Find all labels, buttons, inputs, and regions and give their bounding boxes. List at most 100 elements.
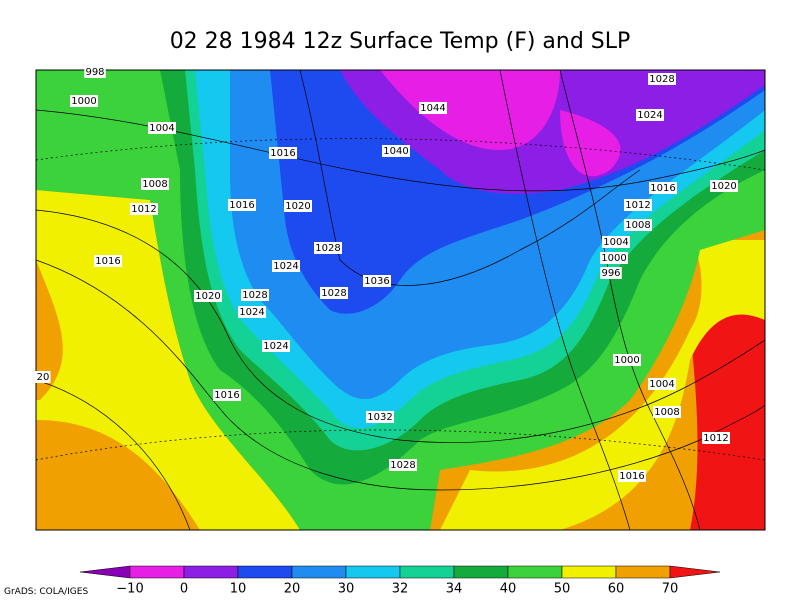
latitude-line xyxy=(36,138,765,171)
isobar xyxy=(36,209,765,443)
isobar xyxy=(36,259,765,491)
colorbar-swatch xyxy=(615,565,671,579)
isobar-label-box xyxy=(70,95,98,107)
isobar-label: 996 xyxy=(601,268,620,279)
isobar-label: 1020 xyxy=(195,291,220,302)
isobar-label: 1012 xyxy=(625,200,650,211)
isobar-label: 1016 xyxy=(229,200,254,211)
isobar-label-box xyxy=(320,287,348,299)
colorbar-label: 60 xyxy=(608,582,625,597)
isobar-label: 1000 xyxy=(601,253,626,264)
magenta-region xyxy=(380,70,560,150)
isobar-label-box xyxy=(710,180,738,192)
colorbar-label: 30 xyxy=(338,582,355,597)
isobar-label: 1004 xyxy=(649,379,674,390)
colorbar-swatch xyxy=(669,565,721,579)
isobar-label: 1028 xyxy=(649,74,674,85)
isobar-label-box xyxy=(241,289,269,301)
isobar-label: 1004 xyxy=(149,123,174,134)
isobar-label: 1036 xyxy=(364,276,389,287)
colorbar-swatch xyxy=(183,565,239,579)
isobar-label: 1032 xyxy=(367,412,392,423)
isobar xyxy=(499,70,631,530)
isobar-label: 1016 xyxy=(619,471,644,482)
isobar-label: 1000 xyxy=(71,96,96,107)
isobar-label-box xyxy=(194,290,222,302)
isobar-label-box xyxy=(94,255,122,267)
isobar-label: 1000 xyxy=(614,355,639,366)
colorbar-swatch xyxy=(129,565,185,579)
map xyxy=(36,70,765,530)
isobar-label-box xyxy=(35,371,51,383)
isobar-label-box xyxy=(624,199,652,211)
colorbar-label: 0 xyxy=(180,582,188,597)
isobar-label: 1016 xyxy=(270,148,295,159)
isobar-label: 1024 xyxy=(273,261,298,272)
title: 02 28 1984 12z Surface Temp (F) and SLP xyxy=(170,29,631,54)
colorbar-swatch xyxy=(345,565,401,579)
isobar-label-box xyxy=(238,306,266,318)
colorbar-swatch xyxy=(453,565,509,579)
colorbar: −10 0 10 20 30 32 34 40 50 60 70 xyxy=(79,565,721,597)
latitude-line xyxy=(36,429,765,461)
isobar-label-box xyxy=(602,236,630,248)
isobar-label: 998 xyxy=(85,67,104,78)
isobar-label-box xyxy=(366,411,394,423)
isobar-label-box xyxy=(262,340,290,352)
isobar-label-box xyxy=(648,73,676,85)
isobar-label: 1004 xyxy=(603,237,628,248)
isobar-label: 1020 xyxy=(285,201,310,212)
orange-west xyxy=(36,260,63,400)
isobar-label-box xyxy=(272,260,300,272)
isobar-label-box xyxy=(314,242,342,254)
isobar-label-box xyxy=(228,199,256,211)
colorbar-swatch xyxy=(507,565,563,579)
isobar-label: 1028 xyxy=(242,290,267,301)
isobar-label-box xyxy=(148,122,176,134)
isobar-label: 1024 xyxy=(239,307,264,318)
colorbar-swatch xyxy=(399,565,455,579)
isobar xyxy=(36,379,191,530)
colorbar-label: 32 xyxy=(392,582,409,597)
isobar-label-box xyxy=(363,275,391,287)
isobar-label: 1016 xyxy=(650,183,675,194)
isobar-label: 1008 xyxy=(625,220,650,231)
colorbar-swatch xyxy=(237,565,293,579)
colorbar-label: 40 xyxy=(500,582,517,597)
isobar-label-box xyxy=(648,378,676,390)
isobar-label: 1028 xyxy=(390,460,415,471)
isobar-label: 1028 xyxy=(321,288,346,299)
isobar-label-box xyxy=(613,354,641,366)
isobar-label: 1016 xyxy=(95,256,120,267)
isobar-label: 20 xyxy=(37,372,50,383)
isobar-label-box xyxy=(419,102,447,114)
magenta-region xyxy=(560,110,621,177)
isobar-label-box xyxy=(213,389,241,401)
yellow-west xyxy=(36,190,300,530)
isobar-label-box xyxy=(84,66,106,78)
isobar-label-box xyxy=(649,182,677,194)
isobar-label: 1008 xyxy=(654,407,679,418)
isobar-label: 1008 xyxy=(142,179,167,190)
credit: GrADS: COLA/IGES xyxy=(4,587,88,597)
isobar-label-box xyxy=(389,459,417,471)
colorbar-swatch xyxy=(79,565,131,579)
isobar-label-box xyxy=(141,178,169,190)
warm-region xyxy=(690,313,765,530)
colorbar-label: 10 xyxy=(230,582,247,597)
isobar xyxy=(36,109,765,192)
isobar-label: 1012 xyxy=(703,433,728,444)
isobar xyxy=(559,70,701,530)
isobar-label: 1012 xyxy=(131,204,156,215)
colorbar-label: 70 xyxy=(662,582,679,597)
isobar-label: 1044 xyxy=(420,103,445,114)
isobar-label: 1020 xyxy=(711,181,736,192)
colorbar-label: 50 xyxy=(554,582,571,597)
isobar-label-box xyxy=(600,252,628,264)
isobar-label: 1028 xyxy=(315,243,340,254)
isobar-label: 1040 xyxy=(383,146,408,157)
isobar-label-box xyxy=(653,406,681,418)
isobar-label: 1024 xyxy=(637,110,662,121)
